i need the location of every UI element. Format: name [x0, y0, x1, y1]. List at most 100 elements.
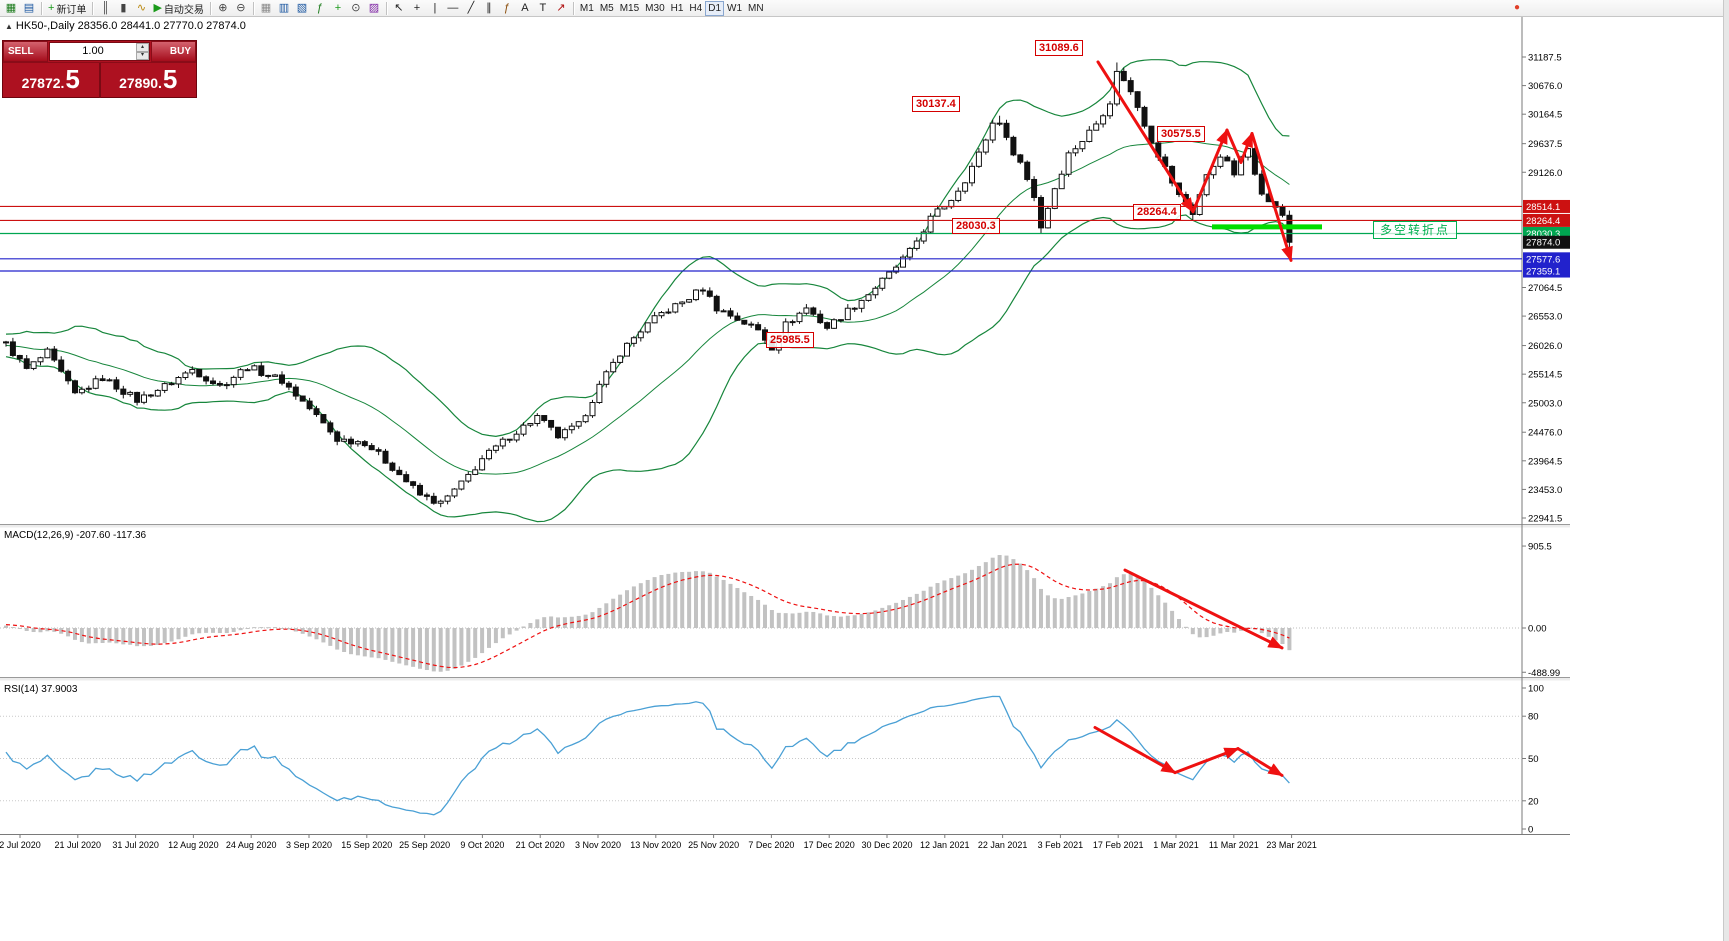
zoom-in-icon-glyph: ⊕ — [218, 1, 228, 14]
zoom-out-icon-glyph: ⊖ — [236, 1, 246, 14]
volume-spinner: ▴ ▾ — [136, 43, 149, 60]
volume-up-button[interactable]: ▴ — [136, 43, 149, 52]
grid-icon-glyph: ▦ — [260, 1, 272, 14]
new-chart-icon[interactable]: ▦ — [2, 1, 20, 16]
timeframe-h1[interactable]: H1 — [668, 1, 687, 16]
cursor-icon-glyph: ↖ — [394, 1, 404, 14]
vertical-line-icon-glyph: | — [433, 1, 437, 14]
timeframe-m30[interactable]: M30 — [642, 1, 667, 16]
templates-icon[interactable]: ▨ — [365, 1, 383, 16]
tile-windows-icon[interactable]: ▥ — [275, 1, 293, 16]
trend-arrow[interactable] — [1236, 747, 1284, 777]
chart-title-text: HK50-,Daily 28356.0 28441.0 27770.0 2787… — [15, 20, 246, 32]
axis-label: 29637.5 — [1528, 139, 1562, 150]
timeframe-h1-label: H1 — [670, 2, 684, 14]
alert-icon[interactable]: ● — [1514, 2, 1521, 13]
trend-arrow[interactable] — [1191, 128, 1229, 214]
timeframe-m1[interactable]: M1 — [577, 1, 597, 16]
trend-arrow[interactable] — [1173, 747, 1240, 775]
trend-arrow[interactable] — [1093, 726, 1177, 775]
axis-label: 15 Sep 2020 — [341, 840, 392, 850]
macd-histogram — [4, 555, 1292, 672]
toolbar-separator — [209, 1, 211, 15]
trend-arrow[interactable] — [1123, 568, 1284, 650]
chart-title: ▲ HK50-,Daily 28356.0 28441.0 27770.0 278… — [5, 20, 246, 32]
price-axis[interactable]: 31187.5 30676.0 30164.5 29637.5 29126.0 27064… — [1522, 53, 1570, 836]
vertical-scrollbar[interactable] — [1723, 0, 1729, 941]
autotrading-button-glyph: ▶ — [153, 1, 162, 14]
trendline-icon[interactable]: ╱ — [462, 1, 480, 16]
buy-price-main: 27890. — [119, 75, 162, 91]
toolbar: ▦ ▤ + 新订单 ║ ▮ ∿ ▶ 自动交易 ⊕ ⊖ ▦ ▥ ▧ ƒ + ⊙ ▨ ↖ + | — ╱ ∥ ƒ A T ↗ M1 M5 M15… — [0, 0, 1729, 17]
trade-panel-price-row: 27872. 5 27890. 5 — [3, 63, 196, 98]
price-callout[interactable]: 30137.4 — [912, 96, 960, 112]
autotrading-button-label: 自动交易 — [163, 4, 204, 16]
annotation-note[interactable]: 多空转折点 — [1373, 221, 1458, 239]
cascade-windows-icon[interactable]: ▧ — [293, 1, 311, 16]
sell-price[interactable]: 27872. 5 — [3, 63, 101, 98]
axis-label: 28030.3 — [1526, 229, 1560, 240]
horizontal-line-icon[interactable]: — — [444, 1, 462, 16]
periods-icon[interactable]: ⊙ — [347, 1, 365, 16]
axis-label: 9 Oct 2020 — [460, 840, 504, 850]
price-callout[interactable]: 31089.6 — [1035, 40, 1083, 56]
new-chart-icon-glyph: ▦ — [5, 1, 17, 14]
indicators-icon[interactable]: ƒ — [311, 1, 329, 16]
time-axis[interactable]: 2 Jul 2020 21 Jul 2020 31 Jul 2020 12 Aug 2… — [0, 834, 1317, 850]
buy-button[interactable]: BUY — [151, 41, 196, 62]
timeframe-m5[interactable]: M5 — [597, 1, 617, 16]
arrows-icon[interactable]: ↗ — [552, 1, 570, 16]
timeframe-m1-label: M1 — [579, 2, 594, 14]
timeframe-w1[interactable]: W1 — [724, 1, 745, 16]
trend-arrow[interactable] — [1250, 132, 1293, 262]
add-indicator-icon[interactable]: + — [329, 1, 347, 16]
cursor-icon[interactable]: ↖ — [390, 1, 408, 16]
buy-price[interactable]: 27890. 5 — [101, 63, 197, 98]
axis-label: 30164.5 — [1528, 110, 1562, 121]
zoom-in-icon[interactable]: ⊕ — [214, 1, 232, 16]
macd-indicator-label: MACD(12,26,9) -207.60 -117.36 — [4, 530, 147, 541]
axis-label: 21 Oct 2020 — [516, 840, 565, 850]
chart-profiles-icon[interactable]: ▤ — [20, 1, 38, 16]
price-callout[interactable]: 25985.5 — [766, 332, 814, 348]
add-indicator-icon-glyph: + — [334, 1, 342, 14]
volume-down-button[interactable]: ▾ — [136, 51, 149, 60]
axis-label: 22 Jan 2021 — [978, 840, 1028, 850]
crosshair-icon[interactable]: + — [408, 1, 426, 16]
autotrading-button[interactable]: ▶ 自动交易 — [150, 1, 206, 16]
axis-label: 26026.0 — [1528, 341, 1562, 352]
grid-icon[interactable]: ▦ — [257, 1, 275, 16]
text-icon[interactable]: A — [516, 1, 534, 16]
price-callout[interactable]: 28030.3 — [952, 218, 1000, 234]
rsi-line — [5, 695, 1290, 816]
channel-icon[interactable]: ∥ — [480, 1, 498, 16]
ohlc-bars-icon[interactable]: ║ — [96, 1, 114, 16]
timeframe-d1[interactable]: D1 — [705, 0, 725, 16]
axis-label: 27064.5 — [1528, 283, 1562, 294]
buy-price-pip: 5 — [162, 64, 178, 94]
line-chart-icon[interactable]: ∿ — [132, 1, 150, 16]
toolbar-separator — [385, 1, 387, 15]
trend-arrow[interactable] — [1225, 128, 1254, 164]
fibonacci-icon[interactable]: ƒ — [498, 1, 516, 16]
timeframe-d1-label: D1 — [708, 2, 722, 14]
timeframe-m15[interactable]: M15 — [617, 1, 642, 16]
timeframe-mn[interactable]: MN — [745, 1, 767, 16]
new-order-button[interactable]: + 新订单 — [45, 1, 89, 16]
timeframe-h4[interactable]: H4 — [686, 1, 705, 16]
axis-price-label — [1523, 264, 1570, 278]
axis-label: 17 Dec 2020 — [804, 840, 855, 850]
rsi-indicator-label: RSI(14) 37.9003 — [4, 684, 78, 695]
price-callout[interactable]: 30575.5 — [1157, 126, 1205, 142]
text-label-icon[interactable]: T — [534, 1, 552, 16]
volume-field[interactable]: 1.00 ▴ ▾ — [49, 42, 150, 61]
zoom-out-icon[interactable]: ⊖ — [232, 1, 250, 16]
trend-arrow[interactable] — [1096, 60, 1195, 214]
sell-button[interactable]: SELL — [3, 41, 48, 62]
timeframe-w1-label: W1 — [727, 2, 743, 14]
axis-label: 23 Mar 2021 — [1266, 840, 1317, 850]
price-callout[interactable]: 28264.4 — [1133, 204, 1181, 220]
candlestick-icon[interactable]: ▮ — [114, 1, 132, 16]
vertical-line-icon[interactable]: | — [426, 1, 444, 16]
